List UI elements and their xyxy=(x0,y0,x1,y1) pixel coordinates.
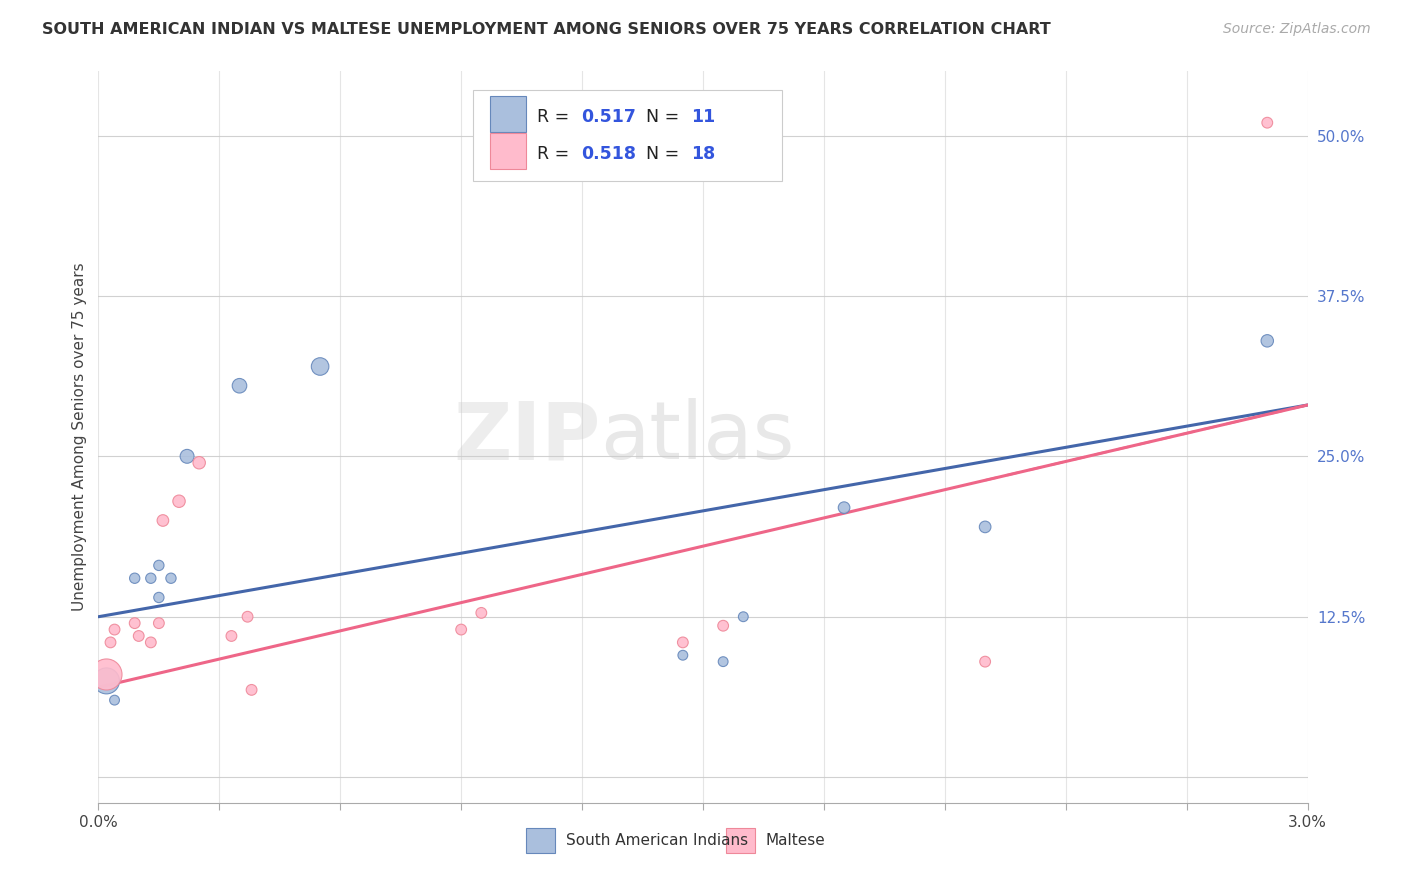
Point xyxy=(148,616,170,631)
Text: N =: N = xyxy=(647,145,685,163)
Point xyxy=(148,591,170,605)
Point xyxy=(672,648,695,663)
Y-axis label: Unemployment Among Seniors over 75 years: Unemployment Among Seniors over 75 years xyxy=(72,263,87,611)
Point xyxy=(139,571,162,585)
Point xyxy=(470,606,492,620)
Point xyxy=(832,500,855,515)
FancyBboxPatch shape xyxy=(526,829,555,854)
Point xyxy=(711,618,734,632)
Text: 18: 18 xyxy=(690,145,716,163)
Point xyxy=(103,693,125,707)
Point xyxy=(1256,334,1278,348)
Point xyxy=(148,558,170,573)
Text: R =: R = xyxy=(537,145,575,163)
Text: Source: ZipAtlas.com: Source: ZipAtlas.com xyxy=(1223,22,1371,37)
Point xyxy=(176,450,198,464)
Text: 0.517: 0.517 xyxy=(581,108,636,126)
Point xyxy=(128,629,150,643)
Point xyxy=(96,673,118,688)
Text: Maltese: Maltese xyxy=(766,833,825,848)
FancyBboxPatch shape xyxy=(491,95,526,132)
Text: atlas: atlas xyxy=(600,398,794,476)
Text: 11: 11 xyxy=(690,108,716,126)
Point xyxy=(188,456,211,470)
Text: SOUTH AMERICAN INDIAN VS MALTESE UNEMPLOYMENT AMONG SENIORS OVER 75 YEARS CORREL: SOUTH AMERICAN INDIAN VS MALTESE UNEMPLO… xyxy=(42,22,1050,37)
Point xyxy=(450,623,472,637)
Point xyxy=(974,520,997,534)
Point xyxy=(240,682,263,697)
Point xyxy=(1256,116,1278,130)
Point xyxy=(124,616,146,631)
Point xyxy=(139,635,162,649)
Point xyxy=(974,655,997,669)
Point xyxy=(124,571,146,585)
FancyBboxPatch shape xyxy=(725,829,755,854)
Point xyxy=(167,494,190,508)
Text: 0.518: 0.518 xyxy=(581,145,636,163)
Point xyxy=(160,571,183,585)
Text: N =: N = xyxy=(647,108,685,126)
Point xyxy=(221,629,243,643)
Point xyxy=(228,378,250,392)
Point xyxy=(152,514,174,528)
Text: South American Indians: South American Indians xyxy=(567,833,748,848)
Point xyxy=(100,635,122,649)
FancyBboxPatch shape xyxy=(491,133,526,169)
Point xyxy=(236,609,259,624)
Text: ZIP: ZIP xyxy=(453,398,600,476)
Text: R =: R = xyxy=(537,108,575,126)
Point xyxy=(672,635,695,649)
Point xyxy=(96,667,118,681)
Point xyxy=(309,359,332,374)
FancyBboxPatch shape xyxy=(474,90,782,181)
Point xyxy=(103,623,125,637)
Point xyxy=(733,609,755,624)
Point xyxy=(711,655,734,669)
